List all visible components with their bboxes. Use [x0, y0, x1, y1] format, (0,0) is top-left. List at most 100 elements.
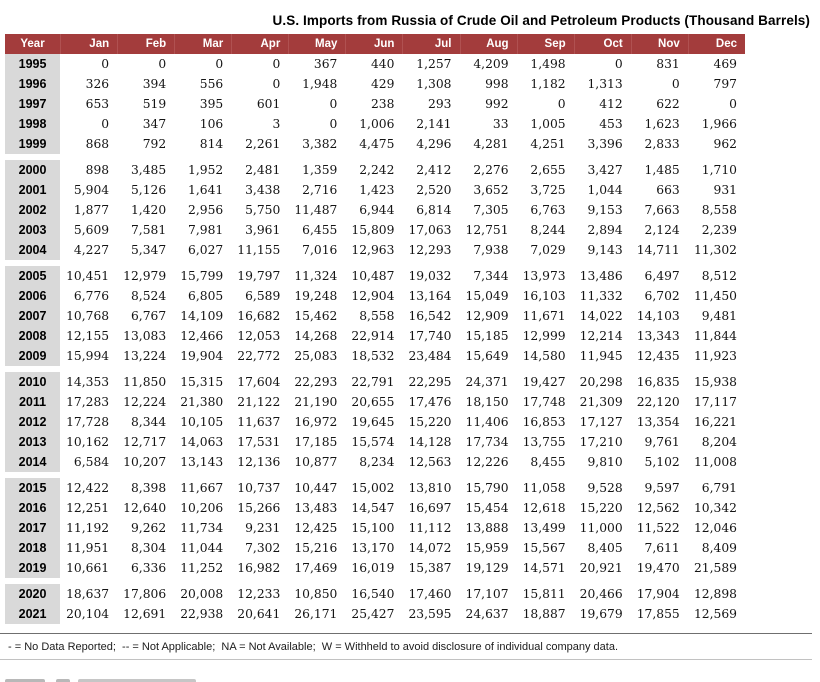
value-cell: 33 [492, 117, 509, 131]
value-cell: 10,877 [294, 455, 338, 469]
col-header-dec: Dec [687, 34, 745, 54]
value-cell: 15,185 [465, 329, 509, 343]
value-cell: 14,268 [294, 329, 338, 343]
value-cell: 11,324 [294, 269, 338, 283]
year-cell: 2002 [5, 200, 61, 220]
value-cell: 1,420 [130, 203, 167, 217]
value-cell: 7,663 [644, 203, 680, 217]
value-cell: 12,909 [465, 309, 509, 323]
value-cell: 11,302 [693, 243, 737, 257]
value-cell: 962 [713, 137, 737, 151]
value-cell: 5,347 [130, 243, 167, 257]
year-cell: 2015 [5, 478, 61, 498]
value-cell: 6,814 [416, 203, 452, 217]
value-cell: 3 [272, 117, 281, 131]
divider-bottom [0, 659, 812, 660]
value-cell: 13,170 [351, 541, 395, 555]
value-cell: 15,567 [522, 541, 566, 555]
value-cell: 8,512 [701, 269, 737, 283]
value-cell: 4,296 [416, 137, 452, 151]
value-cell: 12,155 [66, 329, 110, 343]
value-cell: 453 [599, 117, 623, 131]
value-cell: 9,143 [587, 243, 623, 257]
value-cell: 238 [370, 97, 395, 111]
value-cell: 10,206 [180, 501, 224, 515]
value-cell: 9,597 [644, 481, 680, 495]
value-cell: 21,190 [294, 395, 338, 409]
value-cell: 12,963 [351, 243, 395, 257]
value-cell: 998 [485, 77, 509, 91]
value-cell: 1,877 [73, 203, 110, 217]
table-row-2015: 2015 12,422 8,398 11,667 10,737 10,447 15,002 1… [5, 478, 745, 498]
value-cell: 13,164 [408, 289, 452, 303]
value-cell: 11,000 [579, 521, 623, 535]
value-cell: 931 [713, 183, 737, 197]
table-row-2006: 2006 6,776 8,524 6,805 6,589 19,248 12,904 13,1… [5, 286, 745, 306]
value-cell: 1,952 [188, 163, 224, 177]
value-cell: 11,945 [579, 349, 623, 363]
value-cell: 16,540 [351, 587, 395, 601]
year-cell: 2013 [5, 432, 61, 452]
value-cell: 2,239 [701, 223, 737, 237]
value-cell: 14,547 [351, 501, 395, 515]
value-cell: 2,716 [302, 183, 338, 197]
value-cell: 22,293 [294, 375, 338, 389]
value-cell: 1,182 [530, 77, 566, 91]
value-cell: 16,697 [408, 501, 452, 515]
value-cell: 1,623 [644, 117, 680, 131]
value-cell: 19,427 [522, 375, 566, 389]
value-cell: 21,309 [579, 395, 623, 409]
value-cell: 12,640 [123, 501, 167, 515]
table-row-2017: 2017 11,192 9,262 11,734 9,231 12,425 15,100 11… [5, 518, 745, 538]
value-cell: 17,728 [66, 415, 110, 429]
value-cell: 1,423 [359, 183, 395, 197]
value-cell: 8,304 [130, 541, 167, 555]
value-cell: 14,580 [522, 349, 566, 363]
value-cell: 15,959 [465, 541, 509, 555]
value-cell: 8,558 [701, 203, 737, 217]
value-cell: 8,244 [530, 223, 566, 237]
value-cell: 14,022 [579, 309, 623, 323]
value-cell: 13,354 [636, 415, 680, 429]
value-cell: 15,216 [294, 541, 338, 555]
value-cell: 3,427 [587, 163, 623, 177]
value-cell: 12,226 [465, 455, 509, 469]
value-cell: 7,302 [245, 541, 281, 555]
value-cell: 17,210 [579, 435, 623, 449]
table-row-2016: 2016 12,251 12,640 10,206 15,266 13,483 14,547… [5, 498, 745, 518]
value-cell: 17,185 [294, 435, 338, 449]
value-cell: 0 [614, 57, 623, 71]
value-cell: 16,019 [351, 561, 395, 575]
value-cell: 6,584 [73, 455, 110, 469]
value-cell: 622 [656, 97, 680, 111]
year-group: 1995 0 0 0 0 367 440 1,257 4,209 1,498 0 831 469 1996… [5, 54, 745, 160]
value-cell: 7,938 [473, 243, 509, 257]
value-cell: 6,497 [644, 269, 680, 283]
value-cell: 12,435 [636, 349, 680, 363]
value-cell: 14,711 [636, 243, 680, 257]
value-cell: 6,776 [73, 289, 110, 303]
value-cell: 7,016 [302, 243, 338, 257]
table-row-2010: 2010 14,353 11,850 15,315 17,604 22,293 22,791… [5, 372, 745, 392]
value-cell: 653 [85, 97, 110, 111]
value-cell: 19,904 [180, 349, 224, 363]
value-cell: 17,748 [522, 395, 566, 409]
value-cell: 8,455 [530, 455, 566, 469]
table-header: Year Jan Feb Mar Apr May Jun Jul Aug Sep Oct Nov Dec [5, 34, 745, 54]
table-row-1996: 1996 326 394 556 0 1,948 429 1,308 998 1,182 1,313… [5, 74, 745, 94]
value-cell: 11,008 [693, 455, 737, 469]
table-row-2014: 2014 6,584 10,207 13,143 12,136 10,877 8,234 12… [5, 452, 745, 472]
value-cell: 9,481 [701, 309, 737, 323]
value-cell: 792 [142, 137, 167, 151]
value-cell: 12,046 [693, 521, 737, 535]
value-cell: 12,293 [408, 243, 452, 257]
value-cell: 1,257 [416, 57, 452, 71]
value-cell: 11,406 [465, 415, 509, 429]
value-cell: 5,750 [245, 203, 281, 217]
value-cell: 19,679 [579, 607, 623, 621]
value-cell: 12,425 [294, 521, 338, 535]
value-cell: 21,122 [237, 395, 281, 409]
value-cell: 11,058 [522, 481, 566, 495]
value-cell: 13,143 [180, 455, 224, 469]
table-row-2018: 2018 11,951 8,304 11,044 7,302 15,216 13,170 14… [5, 538, 745, 558]
